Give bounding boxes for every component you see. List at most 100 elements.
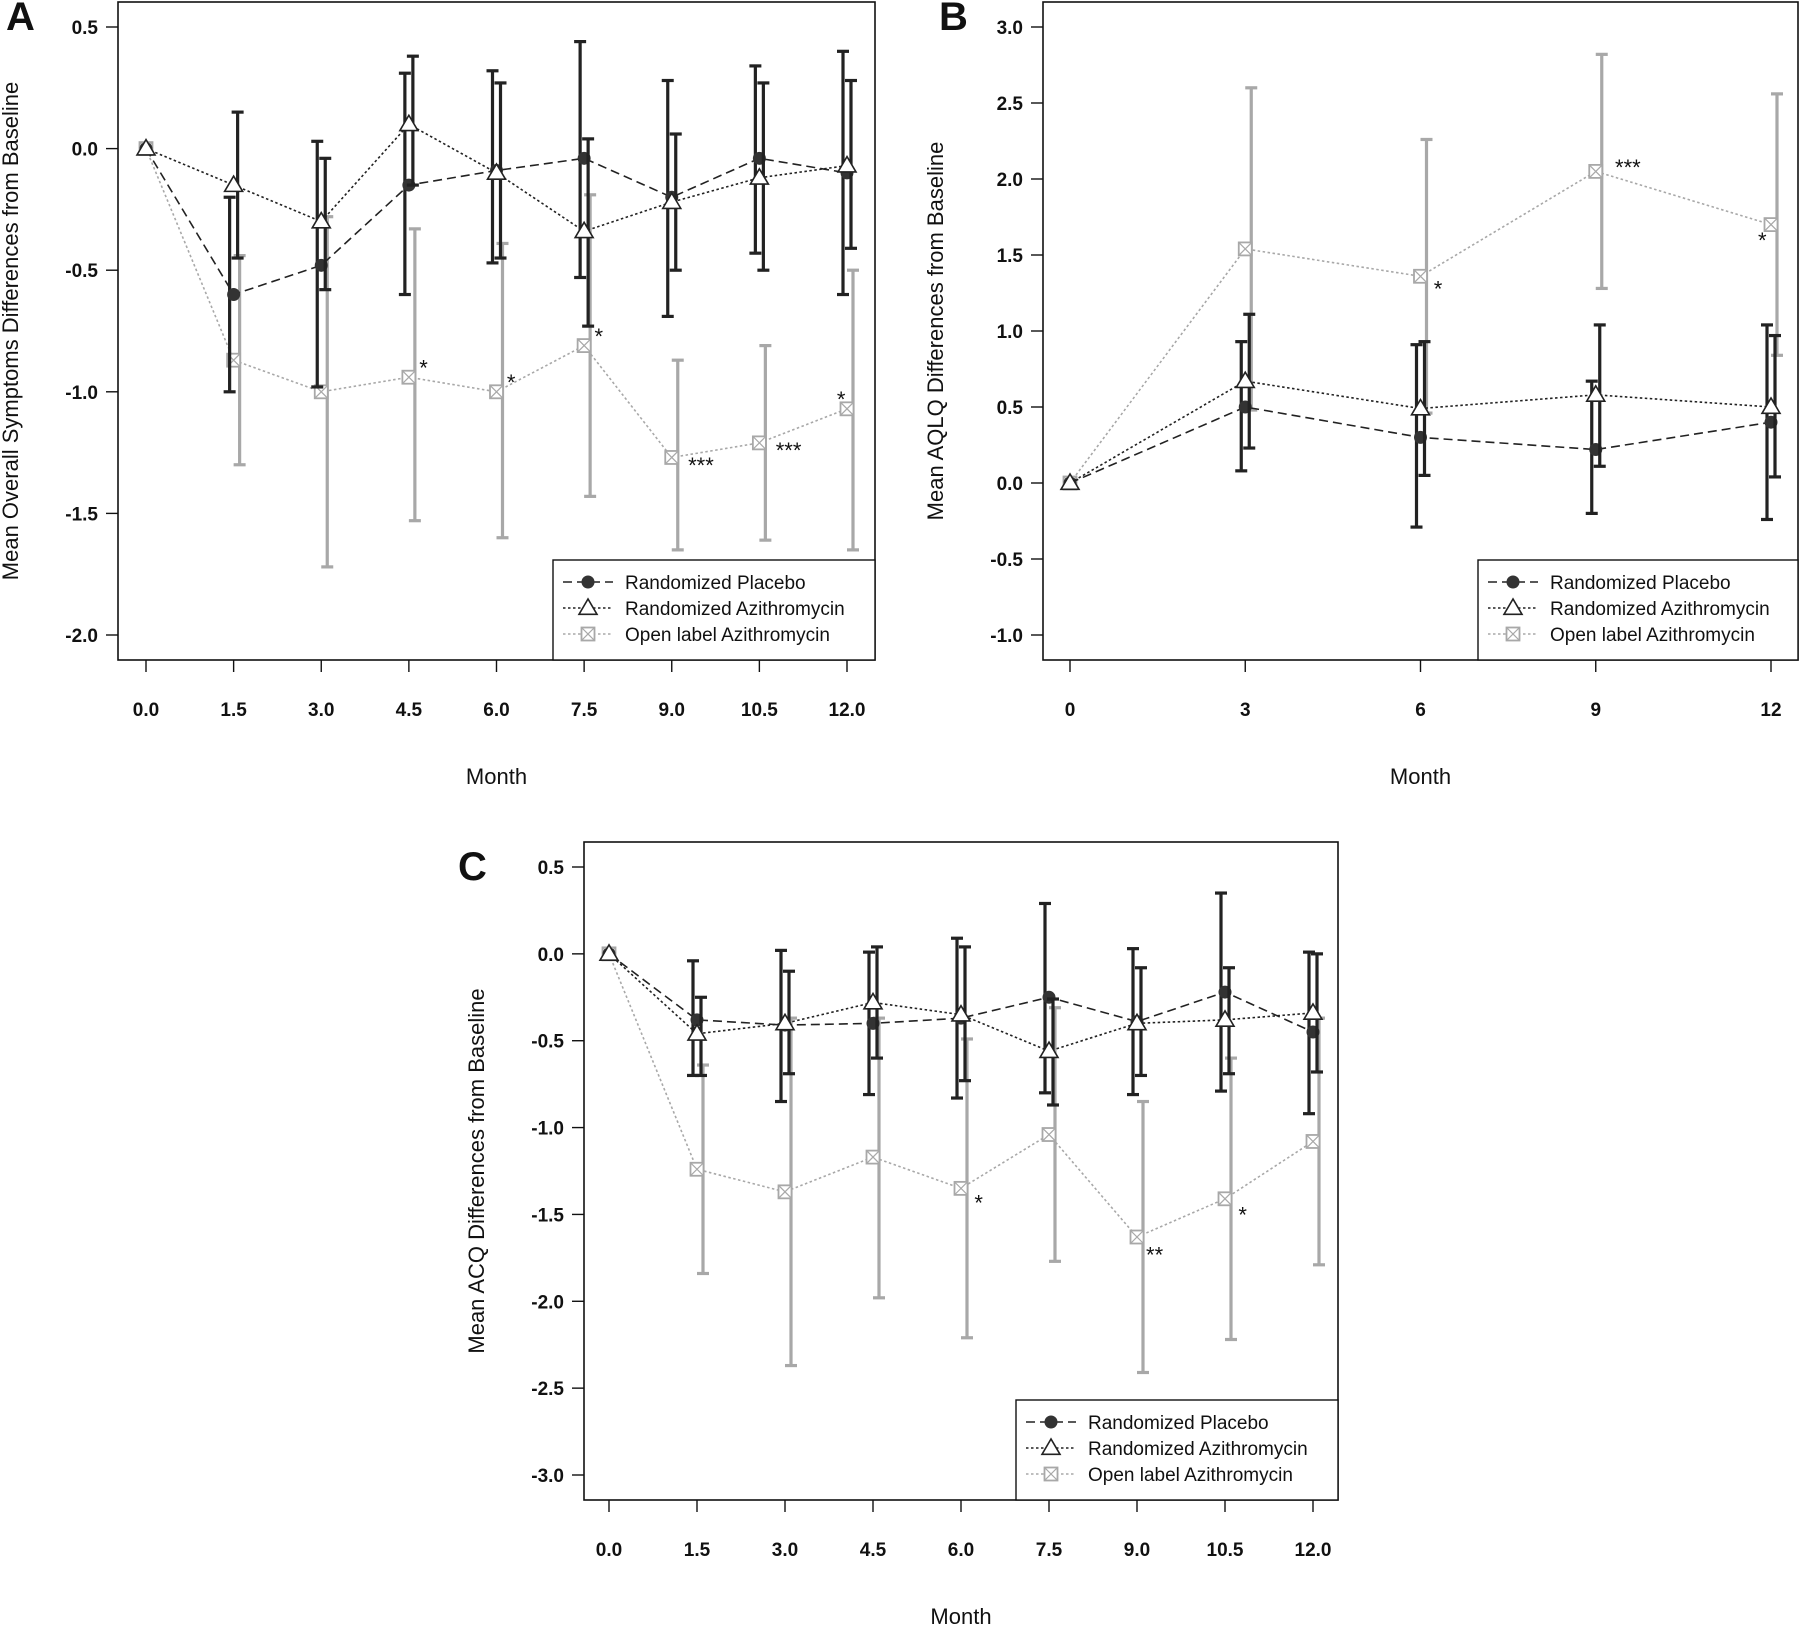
square-marker-cross: [1044, 1467, 1058, 1481]
y-tick-label: -1.0: [65, 383, 98, 404]
significance-marker: *: [507, 370, 516, 395]
y-tick-label: 0.0: [538, 945, 564, 966]
data-point-square: [401, 369, 417, 385]
data-point-triangle: [1038, 1040, 1060, 1059]
y-tick-label: -0.5: [65, 261, 98, 282]
y-axis-label: Mean AQLQ Differences from Baseline: [923, 142, 948, 521]
legend-item: Randomized Placebo: [563, 573, 806, 594]
x-tick-label: 9.0: [1124, 1540, 1150, 1561]
legend-label: Randomized Azithromycin: [1550, 599, 1770, 620]
legend-label: Randomized Placebo: [625, 573, 806, 594]
x-tick-label: 7.5: [1036, 1540, 1063, 1561]
y-tick-label: 3.0: [997, 18, 1023, 39]
legend-marker: [1506, 575, 1520, 589]
x-tick-label: 0: [1065, 700, 1076, 721]
x-tick-label: 12.0: [1295, 1540, 1332, 1561]
legend-item: Randomized Azithromycin: [1026, 1437, 1308, 1460]
y-tick-label: -1.0: [990, 626, 1023, 647]
data-point-triangle: [1585, 384, 1607, 402]
legend-marker: [581, 575, 595, 589]
legend-label: Open label Azithromycin: [1088, 1465, 1293, 1486]
legend-item: Open label Azithromycin: [563, 625, 830, 646]
data-point-triangle: [1760, 396, 1782, 415]
x-tick-label: 9.0: [659, 700, 685, 721]
x-tick-label: 1.5: [220, 700, 247, 721]
y-tick-label: -0.5: [531, 1032, 564, 1053]
square-marker-cross: [1506, 627, 1520, 641]
y-tick-label: -1.5: [531, 1205, 564, 1226]
y-tick-label: -1.5: [65, 504, 98, 525]
y-tick-label: -3.0: [531, 1466, 564, 1487]
data-point-triangle: [1410, 397, 1431, 416]
x-tick-label: 3: [1240, 700, 1251, 721]
data-point-triangle: [310, 210, 332, 229]
square-marker-cross: [1042, 1127, 1056, 1142]
data-point-triangle: [1302, 1002, 1324, 1021]
data-point-square: [689, 1161, 705, 1177]
data-point-square: [1305, 1134, 1321, 1149]
legend-label: Open label Azithromycin: [625, 625, 830, 646]
square-marker-cross: [314, 384, 329, 399]
legend-item: Randomized Azithromycin: [563, 597, 845, 620]
data-point-triangle: [950, 1004, 972, 1022]
data-point-square: [953, 1180, 969, 1196]
significance-marker: *: [594, 324, 603, 349]
data-point-square: [1237, 241, 1253, 257]
legend-marker: [580, 626, 596, 642]
data-point-triangle: [486, 162, 507, 181]
square-marker-cross: [1588, 164, 1603, 179]
square-marker-cross: [577, 338, 592, 353]
x-axis-label: Month: [1390, 764, 1451, 789]
data-point-triangle: [1234, 370, 1256, 389]
series-line: [1069, 406, 1772, 484]
legend-label: Randomized Azithromycin: [625, 599, 845, 620]
square-marker-cross: [664, 450, 679, 465]
legend-marker: [1044, 1415, 1058, 1429]
data-point-square: [751, 435, 767, 451]
square-marker-cross: [1764, 217, 1778, 232]
legend-item: Open label Azithromycin: [1026, 1465, 1293, 1486]
legend-label: Randomized Placebo: [1550, 573, 1731, 594]
x-tick-label: 10.5: [741, 700, 778, 721]
square-marker-cross: [690, 1162, 704, 1177]
series-line: [1069, 170, 1772, 484]
x-axis-label: Month: [466, 764, 527, 789]
data-point-triangle: [573, 220, 595, 239]
square-marker-cross: [1306, 1134, 1320, 1149]
legend-marker: [1502, 597, 1524, 616]
significance-marker: *: [1758, 228, 1767, 253]
data-point-square: [664, 450, 680, 465]
chart-panel-a: A 0.5 0.0 -0.5 -1.0 -1.5 -2.0 0.0 1.5 3.0 4.5 6.0 7.…: [0, 0, 876, 789]
legend-item: Randomized Placebo: [1488, 573, 1731, 594]
x-tick-label: 3.0: [308, 700, 334, 721]
legend-label: Randomized Placebo: [1088, 1413, 1269, 1434]
panel-letter: C: [458, 845, 487, 889]
x-axis-label: Month: [930, 1604, 991, 1625]
x-tick-label: 6.0: [483, 700, 509, 721]
x-tick-label: 7.5: [571, 700, 598, 721]
x-tick-label: 0.0: [133, 700, 159, 721]
data-point-square: [865, 1149, 881, 1165]
y-tick-label: 1.0: [997, 322, 1023, 343]
legend-marker: [1040, 1437, 1062, 1456]
significance-marker: *: [974, 1190, 983, 1215]
y-axis-label: Mean Overall Symptoms Differences from B…: [0, 82, 23, 580]
panel-letter: A: [6, 0, 35, 39]
x-tick-label: 9: [1590, 700, 1601, 721]
y-tick-label: 1.5: [997, 246, 1024, 267]
legend-box: [1477, 559, 1799, 661]
data-point-triangle: [135, 138, 157, 156]
data-point-square: [1763, 217, 1779, 233]
y-axis-label: Mean ACQ Differences from Baseline: [464, 988, 489, 1353]
square-marker-cross: [401, 370, 416, 385]
series-placebo: [139, 39, 854, 394]
data-point-square: [576, 338, 592, 353]
legend: Randomized Placebo Randomized Azithromyci…: [552, 559, 876, 661]
data-point-circle: [227, 288, 241, 302]
data-point-square: [1129, 1229, 1145, 1245]
square-marker-cross: [954, 1181, 968, 1196]
series-line: [608, 953, 1314, 1052]
square-marker-cross: [866, 1150, 880, 1165]
y-tick-label: 0.5: [538, 858, 565, 879]
data-point-square: [1588, 163, 1604, 179]
